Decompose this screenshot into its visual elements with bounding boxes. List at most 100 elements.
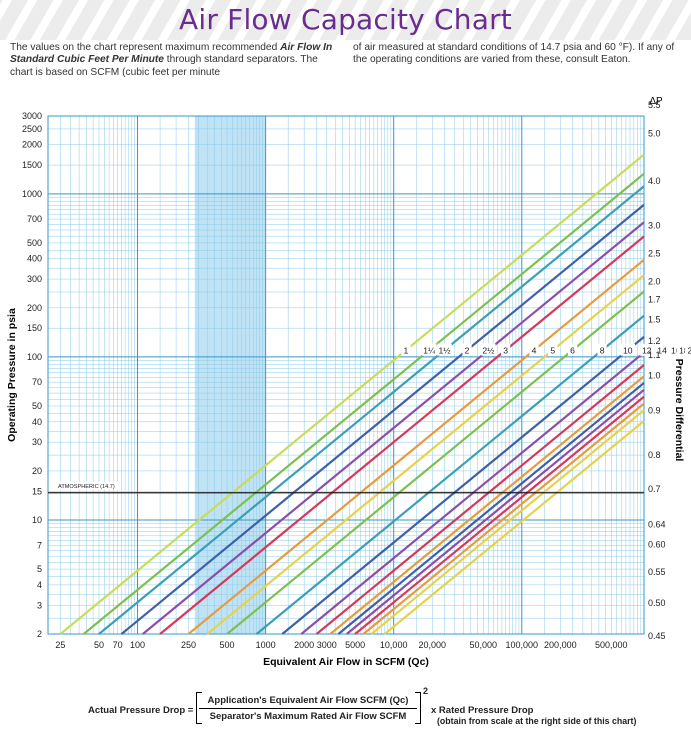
series-line-26 xyxy=(370,409,645,635)
formula-label: Actual Pressure Drop = xyxy=(88,705,194,716)
y2-tick-label: 4.0 xyxy=(648,176,661,186)
y2-tick-label: 0.60 xyxy=(648,539,666,549)
x-tick-label: 2000 xyxy=(294,640,314,650)
intro-left-emphasis: Air Flow In Standard Cubic Feet Per Minu… xyxy=(10,42,333,66)
pressure-drop-formula: Actual Pressure Drop = Application's Equ… xyxy=(0,686,691,732)
y2-tick-label: 0.8 xyxy=(648,450,661,460)
header-stripe-band xyxy=(0,0,691,40)
y-tick-label: 300 xyxy=(27,274,42,284)
y2-tick-label: 0.50 xyxy=(648,598,666,608)
series-line-1 xyxy=(59,153,645,635)
y2-tick-label: 5.0 xyxy=(648,128,661,138)
series-line-24 xyxy=(362,402,645,635)
y-tick-label: 400 xyxy=(27,254,42,264)
series-label-bg xyxy=(654,343,670,356)
y-tick-label: 2500 xyxy=(22,124,42,134)
y2-tick-label: 0.9 xyxy=(648,405,661,415)
series-line-22 xyxy=(354,395,645,635)
x-tick-label: 10,000 xyxy=(380,640,408,650)
x-tick-label: 250 xyxy=(181,640,196,650)
x-axis-title: Equivalent Air Flow in SCFM (Qc) xyxy=(263,656,429,668)
y2-tick-label: 3.0 xyxy=(648,220,661,230)
intro-text-right: of air measured at standard conditions o… xyxy=(353,42,675,66)
series-label-bg xyxy=(567,343,578,356)
series-line-5 xyxy=(206,274,645,635)
y-tick-label: 20 xyxy=(32,466,42,476)
series-line-20 xyxy=(346,388,645,635)
series-label-20: 20 xyxy=(687,346,691,356)
series-label-bg xyxy=(500,343,511,356)
y2-tick-label: 2.0 xyxy=(648,276,661,286)
series-line-14 xyxy=(315,364,645,635)
series-line-10 xyxy=(281,336,645,635)
y2-tick-label: 2.5 xyxy=(648,249,661,259)
formula-right-bracket xyxy=(415,692,421,724)
series-label-16: 16 xyxy=(671,346,681,356)
y-tick-label: 50 xyxy=(32,401,42,411)
y-axis-title: Operating Pressure in psia xyxy=(6,308,18,442)
y2-tick-label: 0.45 xyxy=(648,631,666,641)
series-line-8 xyxy=(255,314,645,635)
series-line-1¼ xyxy=(83,172,645,635)
y2-tick-label: 0.7 xyxy=(648,484,661,494)
x-tick-label: 3000 xyxy=(317,640,337,650)
series-label-bg xyxy=(548,343,558,356)
series-line-18 xyxy=(337,382,645,635)
series-line-2½ xyxy=(142,221,645,635)
y-tick-label: 2 xyxy=(37,629,42,639)
y2-tick-label: 5.5 xyxy=(648,100,661,110)
series-label-bg xyxy=(462,343,472,356)
y-tick-label: 200 xyxy=(27,303,42,313)
series-label-bg xyxy=(685,343,691,356)
formula-denominator: Separator's Maximum Rated Air Flow SCFM xyxy=(209,711,407,722)
y2-tick-label: 1.5 xyxy=(648,314,661,324)
y-tick-label: 3000 xyxy=(22,111,42,121)
series-label-bg xyxy=(620,343,636,356)
y-tick-label: 7 xyxy=(37,540,42,550)
page-title: Air Flow Capacity Chart xyxy=(179,3,512,36)
y-tick-label: 1000 xyxy=(22,189,42,199)
series-label-2½: 2½ xyxy=(482,346,494,356)
y-tick-label: 5 xyxy=(37,564,42,574)
y2-tick-label: 1.2 xyxy=(648,336,661,346)
y-tick-label: 4 xyxy=(37,580,42,590)
air-flow-chart: ATMOSPHERIC (14.7) 1 1¼ 1½ 2 2½ 3 4 5 6 8 10 12 14 16… xyxy=(6,96,691,668)
x-tick-label: 5000 xyxy=(345,640,365,650)
y2-tick-label: 0.55 xyxy=(648,567,666,577)
x-tick-label: 200,000 xyxy=(544,640,577,650)
series-label-10: 10 xyxy=(623,346,633,356)
series-line-3 xyxy=(159,235,645,635)
series-line-1½ xyxy=(98,185,645,635)
y-tick-label: 30 xyxy=(32,437,42,447)
y2-tick-label: 0.64 xyxy=(648,519,666,529)
x-tick-label: 100 xyxy=(130,640,145,650)
plot-frame xyxy=(47,115,645,635)
y-tick-label: 1500 xyxy=(22,160,42,170)
series-label-1½: 1½ xyxy=(439,346,451,356)
series-label-1: 1 xyxy=(404,346,409,356)
intro-left-pre: The values on the chart represent maximu… xyxy=(10,42,281,53)
intro-left-post: through standard separators. The chart i… xyxy=(10,54,318,78)
formula-fraction: Application's Equivalent Air Flow SCFM (… xyxy=(199,692,417,724)
y-tick-label: 500 xyxy=(27,238,42,248)
y2-tick-label: 1.0 xyxy=(648,370,661,380)
formula-note: (obtain from scale at the right side of … xyxy=(437,716,637,726)
series-label-bg xyxy=(597,343,607,356)
y-tick-label: 2000 xyxy=(22,140,42,150)
delta-p-symbol: ΔP xyxy=(649,96,663,107)
atmospheric-label-bg xyxy=(56,481,118,490)
y-tick-label: 10 xyxy=(32,515,42,525)
series-label-5: 5 xyxy=(550,346,555,356)
y2-axis-title: Pressure Differential xyxy=(673,359,685,462)
x-tick-label: 500,000 xyxy=(595,640,628,650)
series-line-16 xyxy=(329,375,645,635)
x-tick-label: 50 xyxy=(94,640,104,650)
series-label-bg xyxy=(437,343,452,356)
y2-tick-label: 1.1 xyxy=(648,350,661,360)
y-tick-label: 700 xyxy=(27,214,42,224)
formula-suffix: x Rated Pressure Drop xyxy=(431,705,534,716)
series-line-4 xyxy=(187,258,645,635)
x-tick-label: 1000 xyxy=(256,640,276,650)
x-tick-label: 100,000 xyxy=(506,640,539,650)
formula-exponent: 2 xyxy=(423,686,429,696)
